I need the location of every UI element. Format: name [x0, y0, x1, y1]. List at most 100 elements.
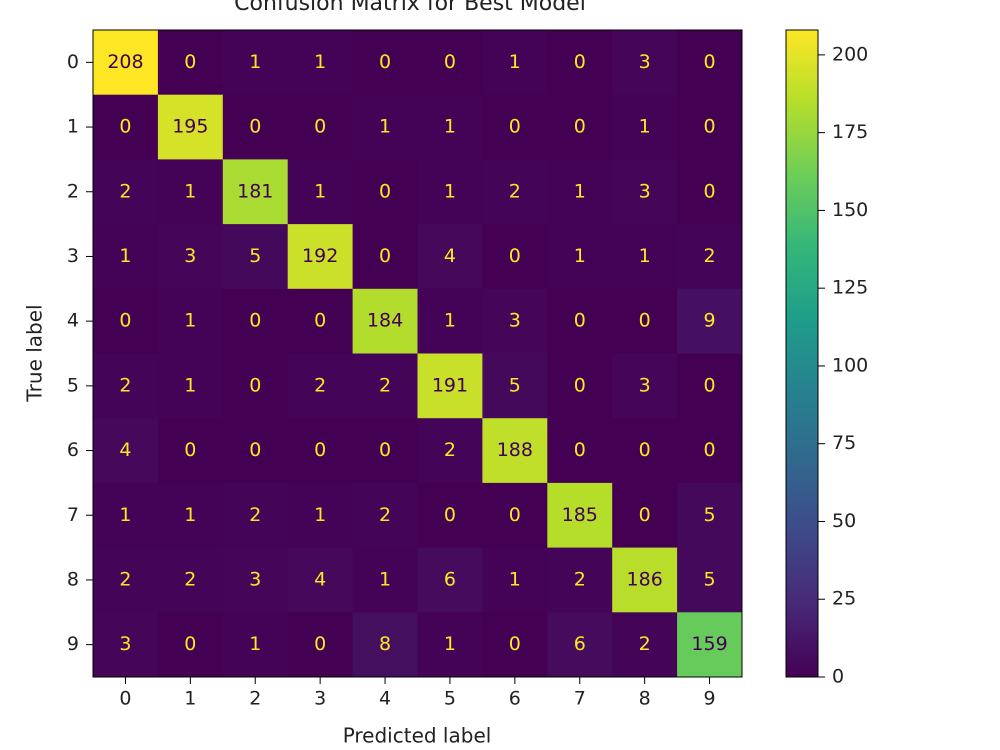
cell	[157, 547, 224, 613]
cell	[417, 30, 483, 96]
cell	[547, 612, 613, 678]
cell-label: 181	[237, 180, 273, 202]
cell-label: 2	[574, 568, 586, 590]
cell-label: 0	[574, 116, 586, 138]
cell	[287, 418, 354, 484]
cell	[612, 418, 678, 484]
cell-label: 1	[184, 310, 196, 332]
x-tick-label: 7	[574, 688, 586, 710]
cell	[612, 482, 678, 549]
cell	[612, 94, 678, 160]
cell	[482, 159, 548, 225]
cell	[482, 418, 548, 484]
cell	[677, 418, 743, 484]
cell	[417, 547, 483, 613]
cell-label: 5	[509, 374, 521, 396]
cell	[222, 94, 289, 160]
x-tick-label: 9	[704, 688, 716, 710]
cell	[352, 547, 418, 613]
cell-label: 3	[119, 633, 131, 655]
cell	[417, 94, 483, 160]
cell	[482, 482, 548, 549]
cell-label: 2	[249, 504, 261, 526]
colorbar-tick-label: 75	[832, 432, 856, 454]
cell	[352, 224, 418, 290]
cell-label: 0	[184, 633, 196, 655]
cell-label: 0	[119, 310, 131, 332]
cell	[482, 224, 548, 290]
cell-label: 0	[379, 180, 391, 202]
cell	[612, 353, 678, 419]
cell-label: 1	[444, 180, 456, 202]
cell	[93, 159, 159, 225]
cell	[482, 353, 548, 419]
cell	[222, 482, 289, 549]
colorbar-tick-label: 150	[832, 199, 868, 221]
cell	[612, 547, 678, 613]
cell-label: 195	[172, 116, 208, 138]
cell	[157, 224, 224, 290]
cell	[417, 482, 483, 549]
cell-label: 184	[367, 310, 403, 332]
cell-label: 2	[119, 374, 131, 396]
cell-label: 188	[497, 439, 533, 461]
cell-label: 0	[574, 439, 586, 461]
cell-label: 0	[574, 374, 586, 396]
cell-label: 3	[639, 180, 651, 202]
x-tick-label: 6	[509, 688, 521, 710]
cell-label: 1	[314, 51, 326, 73]
cell-label: 2	[379, 504, 391, 526]
colorbar-tick-label: 0	[832, 666, 844, 688]
cell-label: 0	[249, 116, 261, 138]
cell-label: 186	[627, 568, 663, 590]
cell-label: 0	[704, 51, 716, 73]
cell-label: 0	[509, 504, 521, 526]
cell-label: 192	[302, 245, 338, 267]
cell-label: 1	[119, 504, 131, 526]
cell	[677, 353, 743, 419]
cell-label: 1	[184, 504, 196, 526]
cell	[93, 612, 159, 678]
cell-label: 1	[639, 116, 651, 138]
cell	[287, 612, 354, 678]
cell	[547, 482, 613, 549]
cell	[287, 353, 354, 419]
cell-label: 0	[314, 633, 326, 655]
x-tick-label: 0	[119, 688, 131, 710]
cell	[287, 482, 354, 549]
cell-label: 1	[314, 504, 326, 526]
cell	[677, 482, 743, 549]
colorbar-tick-label: 50	[832, 510, 856, 532]
chart-title: Confusion Matrix for Best Model	[234, 0, 586, 16]
cell-label: 1	[249, 633, 261, 655]
cell-label: 0	[639, 439, 651, 461]
cell-label: 3	[184, 245, 196, 267]
colorbar	[785, 29, 819, 678]
plot-frame	[92, 29, 743, 678]
cell	[157, 159, 224, 225]
cell-label: 3	[249, 568, 261, 590]
cell-label: 1	[574, 245, 586, 267]
cell-label: 2	[119, 180, 131, 202]
x-tick-label: 5	[444, 688, 456, 710]
cell-label: 191	[432, 374, 468, 396]
y-tick-label: 7	[67, 504, 79, 526]
cell	[547, 159, 613, 225]
colorbar-tick-label: 100	[832, 354, 868, 376]
cell	[352, 288, 418, 354]
cell-label: 2	[119, 568, 131, 590]
cell-label: 0	[249, 374, 261, 396]
y-tick-label: 9	[67, 633, 79, 655]
y-tick-label: 6	[67, 439, 79, 461]
cell-label: 0	[704, 374, 716, 396]
cell-label: 1	[444, 116, 456, 138]
cell	[352, 94, 418, 160]
cell	[93, 30, 159, 96]
cell	[677, 30, 743, 96]
y-tick-label: 4	[67, 310, 79, 332]
cell-label: 0	[444, 504, 456, 526]
cell-label: 0	[379, 439, 391, 461]
cell-label: 0	[314, 310, 326, 332]
y-axis-label: True label	[23, 304, 47, 402]
cell-label: 0	[639, 504, 651, 526]
